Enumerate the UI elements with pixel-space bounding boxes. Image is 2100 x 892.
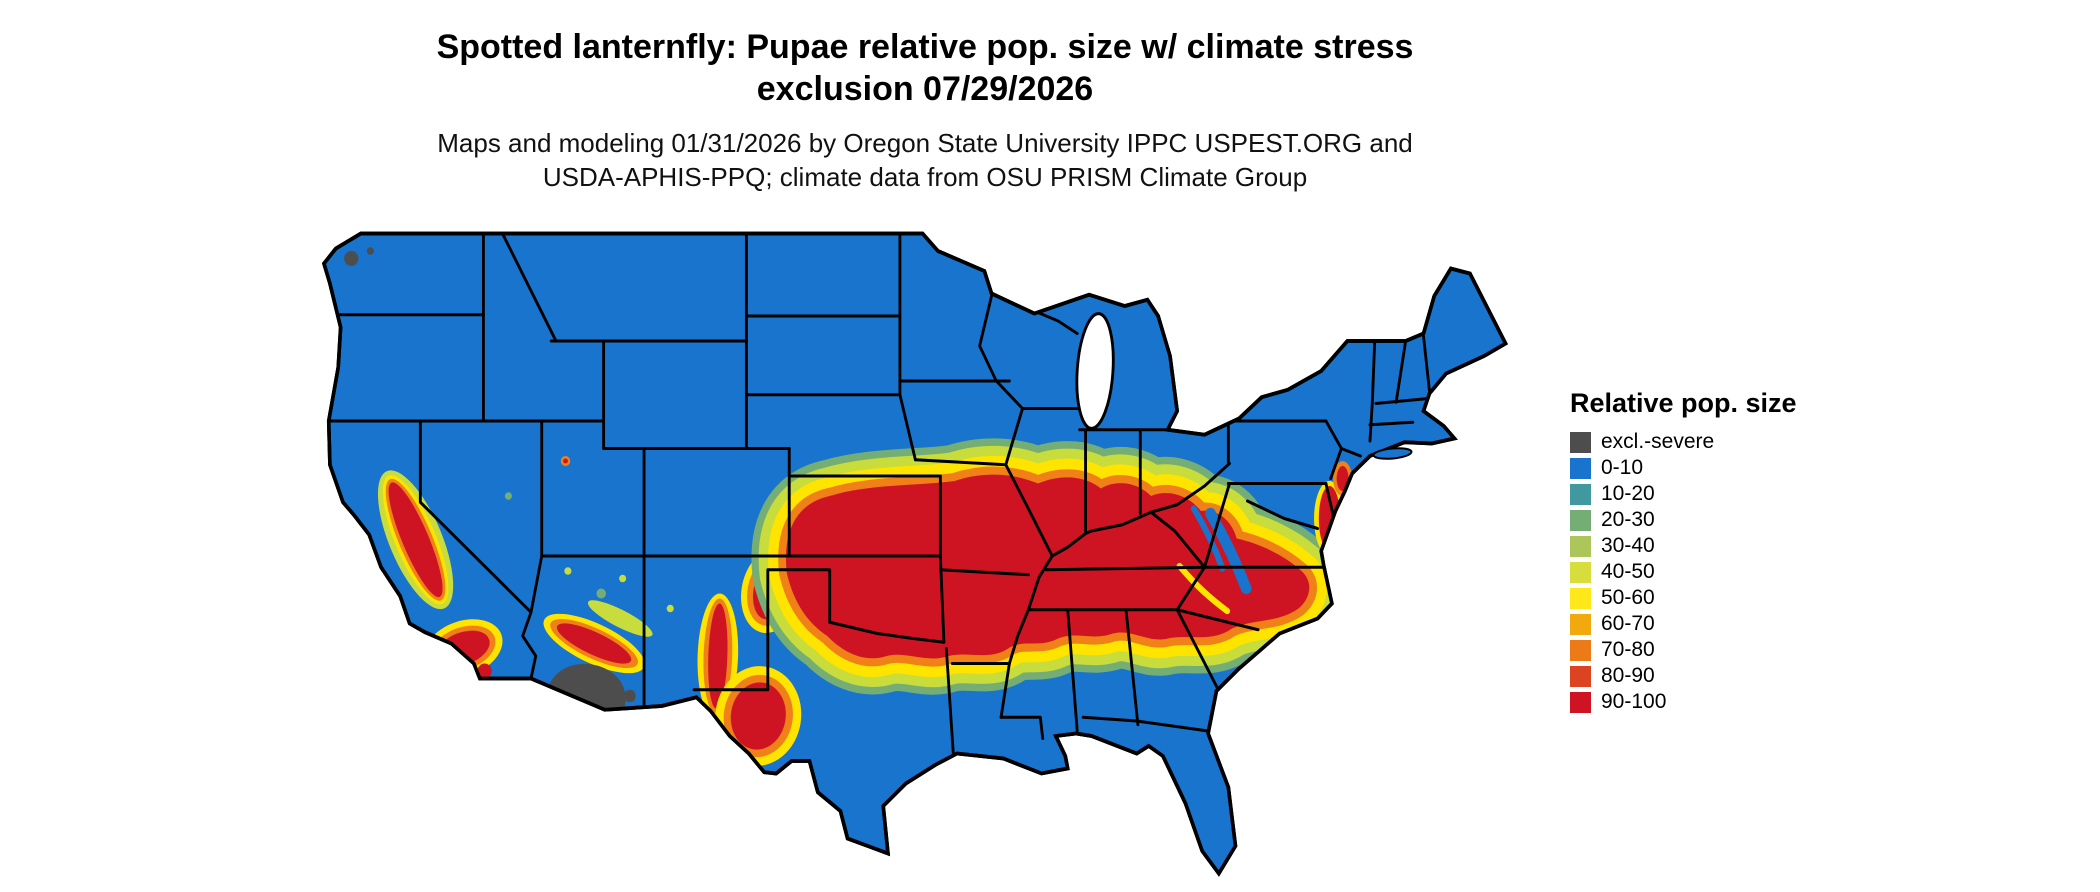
legend-item-70-80: 70-80	[1570, 637, 1797, 663]
legend-item-90-100: 90-100	[1570, 689, 1797, 715]
figure-header: Spotted lanternfly: Pupae relative pop. …	[0, 26, 1850, 194]
legend-label: 40-50	[1601, 560, 1655, 583]
legend-swatch-excl-severe	[1570, 431, 1591, 453]
us-map-svg	[322, 231, 1508, 876]
legend-swatch-20-30	[1570, 509, 1591, 531]
legend-label: excl.-severe	[1601, 430, 1715, 453]
legend-label: 60-70	[1601, 612, 1655, 635]
figure-subtitle-line2: USDA-APHIS-PPQ; climate data from OSU PR…	[542, 162, 1308, 192]
legend-label: 20-30	[1601, 508, 1655, 531]
legend-item-50-60: 50-60	[1570, 585, 1797, 611]
high-zone-california-valley	[377, 470, 454, 610]
legend-item-10-20: 10-20	[1570, 481, 1797, 507]
legend-swatch-90-100	[1570, 691, 1591, 713]
legend-label: 70-80	[1601, 638, 1655, 661]
map-data-layers	[327, 233, 1431, 766]
legend-item-20-30: 20-30	[1570, 507, 1797, 533]
legend-swatch-70-80	[1570, 639, 1591, 661]
exclusion-zone-arizona	[546, 663, 626, 733]
legend-item-30-40: 30-40	[1570, 533, 1797, 559]
legend-swatch-10-20	[1570, 483, 1591, 505]
us-choropleth-map	[318, 196, 1508, 892]
legend-label: 90-100	[1601, 690, 1667, 713]
figure-subtitle-line1: Maps and modeling 01/31/2026 by Oregon S…	[437, 128, 1413, 158]
high-zone-arizona	[543, 613, 645, 674]
legend-swatch-40-50	[1570, 561, 1591, 583]
exclusion-zone-washington	[344, 251, 359, 266]
legend-item-0-10: 0-10	[1570, 455, 1797, 481]
legend-label: 30-40	[1601, 534, 1655, 557]
legend-item-80-90: 80-90	[1570, 663, 1797, 689]
legend-item-excl-severe: excl.-severe	[1570, 429, 1797, 455]
legend-swatch-50-60	[1570, 587, 1591, 609]
legend-title: Relative pop. size	[1570, 388, 1797, 418]
legend-swatch-0-10	[1570, 457, 1591, 479]
long-island	[1372, 447, 1413, 460]
lake-michigan	[1075, 312, 1115, 430]
figure-subtitle: Maps and modeling 01/31/2026 by Oregon S…	[0, 126, 1850, 194]
legend-item-60-70: 60-70	[1570, 611, 1797, 637]
legend-label: 50-60	[1601, 586, 1655, 609]
legend-swatch-30-40	[1570, 535, 1591, 557]
figure-title-line1: Spotted lanternfly: Pupae relative pop. …	[436, 28, 1414, 66]
legend-label: 0-10	[1601, 456, 1644, 479]
legend-item-40-50: 40-50	[1570, 559, 1797, 585]
state-boundaries	[327, 233, 1431, 758]
legend: Relative pop. size excl.-severe 0-10 10-…	[1570, 388, 1797, 715]
legend-swatch-60-70	[1570, 613, 1591, 635]
legend-swatch-80-90	[1570, 665, 1591, 687]
figure-title-line2: exclusion 07/29/2026	[756, 70, 1094, 108]
legend-label: 10-20	[1601, 482, 1655, 505]
legend-label: 80-90	[1601, 664, 1655, 687]
